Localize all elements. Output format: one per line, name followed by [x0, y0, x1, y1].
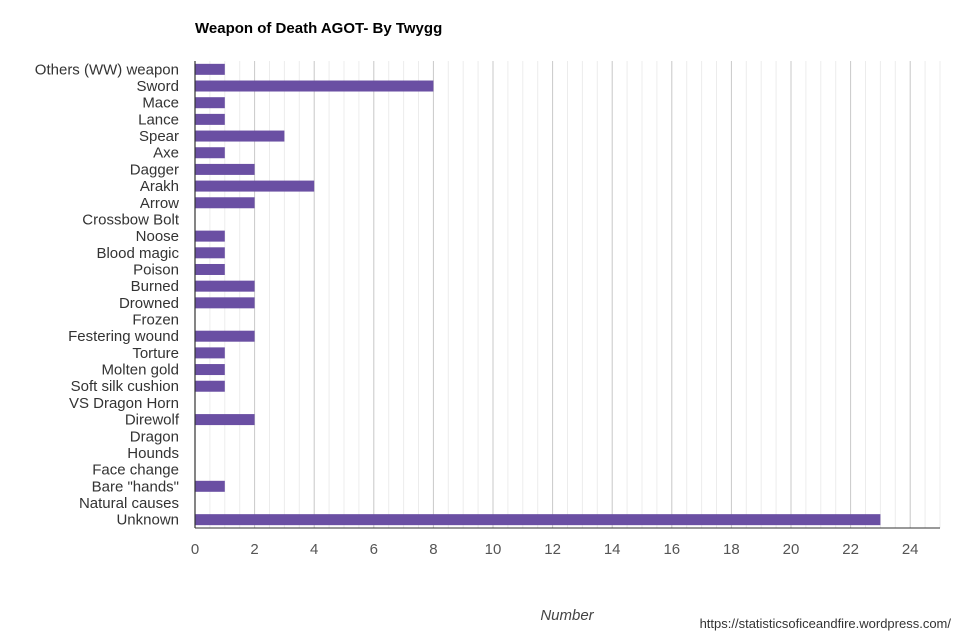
category-label: Hounds — [127, 445, 179, 462]
bar-mace — [195, 97, 225, 109]
category-label: Natural causes — [79, 495, 179, 512]
bar-festering-wound — [195, 330, 255, 342]
category-labels: Others (WW) weaponSwordMaceLanceSpearAxe… — [35, 61, 180, 528]
bar-direwolf — [195, 414, 255, 426]
category-label: Burned — [131, 278, 179, 295]
category-label: VS Dragon Horn — [69, 395, 179, 412]
category-label: Crossbow Bolt — [82, 211, 180, 228]
x-tick-label: 6 — [370, 541, 378, 558]
bars — [195, 63, 881, 526]
bar-drowned — [195, 297, 255, 309]
x-tick-labels: 0 2 4 6 8 10 12 14 16 18 20 22 24 — [191, 541, 919, 558]
x-tick-label: 4 — [310, 541, 318, 558]
x-tick-label: 16 — [663, 541, 680, 558]
bar-molten-gold — [195, 364, 225, 376]
category-label: Others (WW) weapon — [35, 61, 179, 78]
x-tick-label: 24 — [902, 541, 919, 558]
category-label: Festering wound — [68, 328, 179, 345]
category-label: Dagger — [130, 161, 179, 178]
bar-arrow — [195, 197, 255, 209]
x-tick-label: 22 — [842, 541, 859, 558]
category-label: Sword — [136, 78, 179, 95]
bar-burned — [195, 280, 255, 292]
source-credit: https://statisticsoficeandfire.wordpress… — [700, 616, 952, 631]
bar-spear — [195, 130, 285, 142]
bar-poison — [195, 263, 225, 275]
x-tick-label: 2 — [250, 541, 258, 558]
x-tick-label: 14 — [604, 541, 621, 558]
category-label: Blood magic — [96, 245, 179, 262]
bar-arakh — [195, 180, 315, 192]
category-label: Mace — [142, 95, 179, 112]
category-label: Bare "hands" — [92, 478, 179, 495]
category-label: Noose — [136, 228, 179, 245]
grid-lines — [209, 61, 941, 528]
x-tick-label: 18 — [723, 541, 740, 558]
category-label: Axe — [153, 145, 179, 162]
axes — [194, 61, 940, 529]
x-tick-label: 8 — [429, 541, 437, 558]
bar-lance — [195, 113, 225, 125]
category-label: Dragon — [130, 428, 179, 445]
bar-others-ww-weapon — [195, 63, 225, 75]
bar-unknown — [195, 514, 881, 526]
x-tick-label: 10 — [485, 541, 502, 558]
category-label: Frozen — [132, 312, 179, 329]
x-tick-label: 20 — [783, 541, 800, 558]
category-label: Soft silk cushion — [71, 378, 179, 395]
category-label: Torture — [132, 345, 179, 362]
bar-sword — [195, 80, 434, 92]
bar-dagger — [195, 163, 255, 175]
category-label: Spear — [139, 128, 179, 145]
bar-torture — [195, 347, 225, 359]
category-label: Drowned — [119, 295, 179, 312]
bar-soft-silk-cushion — [195, 380, 225, 392]
category-label: Arrow — [140, 195, 179, 212]
chart-title: Weapon of Death AGOT- By Twygg — [195, 20, 442, 37]
bar-blood-magic — [195, 247, 225, 259]
category-label: Arakh — [140, 178, 179, 195]
category-label: Unknown — [116, 512, 179, 529]
category-label: Poison — [133, 261, 179, 278]
x-tick-label: 0 — [191, 541, 199, 558]
category-label: Direwolf — [125, 412, 180, 429]
category-label: Lance — [138, 111, 179, 128]
bar-axe — [195, 147, 225, 159]
x-axis-label: Number — [540, 607, 594, 624]
bar-bare-hands — [195, 480, 225, 492]
category-label: Face change — [92, 462, 179, 479]
bar-noose — [195, 230, 225, 242]
x-tick-label: 12 — [544, 541, 561, 558]
category-label: Molten gold — [101, 362, 179, 379]
